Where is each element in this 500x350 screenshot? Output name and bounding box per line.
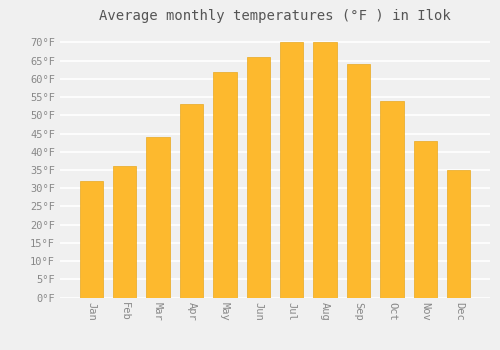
Bar	[380, 101, 404, 298]
Bar	[213, 72, 236, 298]
Title: Average monthly temperatures (°F ) in Ilok: Average monthly temperatures (°F ) in Il…	[99, 9, 451, 23]
Bar	[113, 166, 136, 298]
Bar	[180, 104, 203, 298]
Bar	[314, 42, 337, 298]
Bar	[246, 57, 270, 298]
Bar	[347, 64, 370, 298]
Bar	[414, 141, 437, 298]
Bar	[146, 137, 170, 298]
Bar	[280, 42, 303, 298]
Bar	[447, 170, 470, 298]
Bar	[80, 181, 103, 298]
